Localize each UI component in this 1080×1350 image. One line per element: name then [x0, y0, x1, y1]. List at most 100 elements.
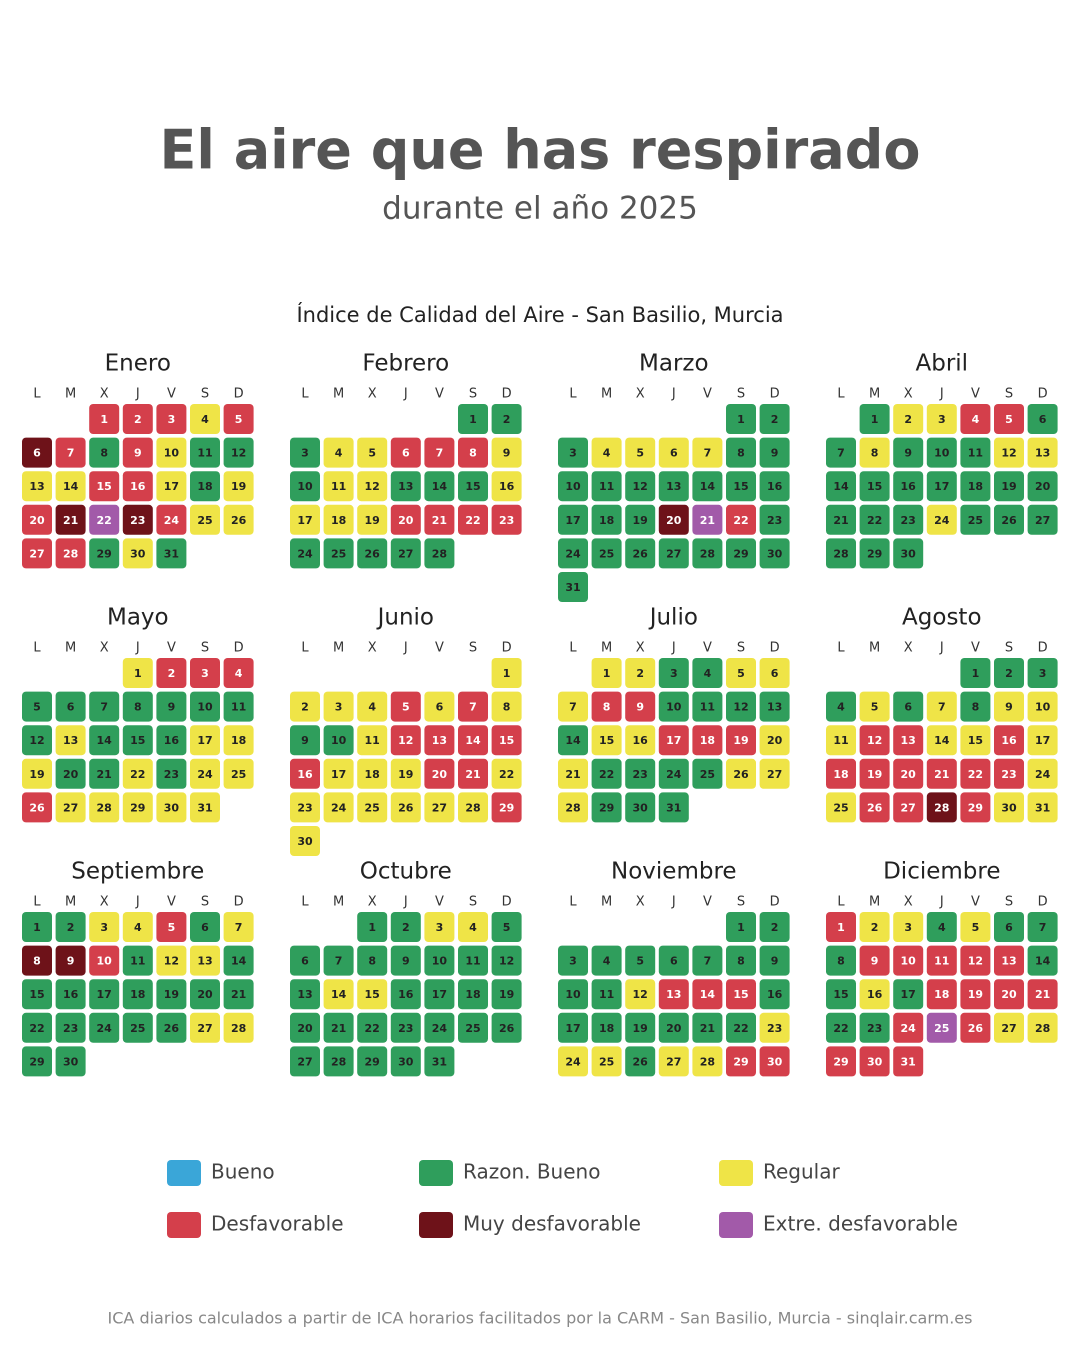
day-number: 5: [871, 701, 879, 714]
day-cell: [390, 437, 421, 468]
day-cell: [290, 979, 320, 1010]
day-cell: [726, 979, 756, 1010]
day-number: 18: [833, 768, 848, 781]
day-cell: [994, 471, 1024, 502]
day-cell: [960, 504, 991, 535]
legend-swatch: [167, 1160, 201, 1186]
day-cell: [558, 471, 588, 502]
day-number: 6: [402, 447, 410, 460]
day-cell: [591, 437, 622, 468]
day-number: 24: [297, 547, 313, 560]
month-name: Septiembre: [71, 859, 204, 885]
day-number: 12: [633, 988, 648, 1001]
day-cell: [960, 471, 991, 502]
day-number: 23: [63, 1022, 78, 1035]
day-cell: [323, 437, 354, 468]
weekday-label: S: [201, 387, 209, 402]
day-number: 15: [733, 988, 748, 1001]
weekday-label: L: [569, 387, 577, 402]
day-cell: [190, 758, 220, 789]
day-number: 15: [97, 480, 112, 493]
legend-label: Regular: [763, 1160, 840, 1184]
day-number: 21: [700, 1022, 715, 1035]
day-cell: [926, 404, 957, 434]
weekday-label: V: [167, 895, 176, 910]
day-cell: [156, 979, 187, 1010]
day-number: 8: [100, 447, 108, 460]
day-number: 23: [164, 768, 179, 781]
day-number: 31: [901, 1055, 916, 1068]
day-cell: [625, 471, 656, 502]
day-number: 27: [1035, 514, 1050, 527]
day-cell: [156, 658, 187, 688]
day-number: 10: [297, 480, 313, 493]
day-cell: [658, 691, 689, 722]
day-cell: [859, 792, 890, 823]
day-cell: [491, 792, 522, 823]
day-cell: [89, 404, 120, 434]
day-cell: [1027, 792, 1058, 823]
day-cell: [22, 1046, 52, 1077]
day-cell: [893, 945, 924, 976]
weekday-label: M: [869, 387, 880, 402]
day-number: 18: [365, 768, 380, 781]
day-number: 28: [700, 1055, 715, 1068]
day-cell: [390, 538, 421, 569]
day-number: 19: [231, 480, 246, 493]
weekday-label: J: [135, 387, 140, 402]
day-number: 10: [565, 480, 581, 493]
day-cell: [22, 538, 52, 569]
day-number: 27: [432, 801, 447, 814]
day-cell: [458, 979, 488, 1010]
weekday-label: V: [435, 895, 444, 910]
day-cell: [357, 912, 388, 942]
day-number: 16: [164, 734, 180, 747]
day-number: 20: [1001, 988, 1017, 1001]
day-number: 24: [197, 768, 213, 781]
day-cell: [692, 471, 723, 502]
day-number: 2: [771, 921, 779, 934]
weekday-label: M: [65, 387, 76, 402]
weekday-label: V: [167, 641, 176, 656]
day-cell: [893, 912, 924, 942]
day-number: 9: [636, 701, 644, 714]
day-number: 14: [432, 480, 448, 493]
day-cell: [55, 437, 86, 468]
day-number: 19: [733, 734, 748, 747]
day-cell: [424, 979, 455, 1010]
day-number: 10: [197, 701, 213, 714]
day-cell: [692, 691, 723, 722]
day-number: 29: [733, 547, 748, 560]
month-name: Julio: [648, 605, 698, 631]
day-number: 26: [231, 514, 247, 527]
weekday-label: J: [939, 387, 944, 402]
day-cell: [491, 404, 522, 434]
weekday-label: V: [435, 387, 444, 402]
day-cell: [89, 538, 120, 569]
day-number: 17: [331, 768, 346, 781]
day-cell: [190, 404, 220, 434]
day-cell: [290, 826, 320, 856]
day-cell: [223, 1012, 254, 1043]
day-number: 30: [767, 1055, 783, 1068]
day-cell: [558, 979, 588, 1010]
day-cell: [323, 504, 354, 535]
day-cell: [960, 979, 991, 1010]
day-number: 26: [29, 801, 45, 814]
day-number: 23: [633, 768, 648, 781]
weekday-label: J: [671, 641, 676, 656]
day-cell: [156, 437, 187, 468]
day-cell: [357, 758, 388, 789]
weekday-label: V: [435, 641, 444, 656]
day-cell: [826, 691, 856, 722]
day-cell: [826, 504, 856, 535]
day-number: 16: [767, 480, 783, 493]
day-cell: [726, 1012, 756, 1043]
day-cell: [357, 437, 388, 468]
day-number: 11: [231, 701, 246, 714]
day-number: 17: [297, 514, 312, 527]
day-cell: [223, 758, 254, 789]
day-number: 8: [871, 447, 879, 460]
day-number: 28: [833, 547, 848, 560]
day-cell: [726, 1046, 756, 1077]
